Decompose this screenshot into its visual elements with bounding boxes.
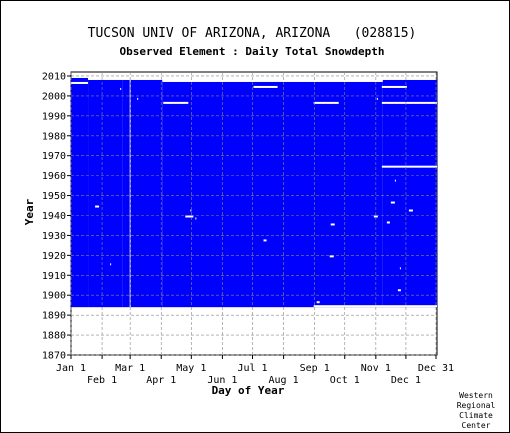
credit-block: Western Regional Climate Center [457,391,496,430]
y-tick-label-10: 1970 [42,151,66,162]
credit-line-4: Center [462,421,491,430]
y-tick-label-9: 1960 [42,171,66,182]
x-tick-label-bottom-4: Oct 1 [330,375,360,386]
x-axis-label: Day of Year [212,384,285,397]
missing-run-9 [381,165,437,168]
data-block-2 [122,79,163,308]
y-tick-label-8: 1950 [42,191,66,202]
credit-line-2: Regional [457,401,496,410]
missing-run-15 [185,215,194,218]
missing-run-17 [195,217,197,220]
y-tick-label-4: 1910 [42,271,66,282]
missing-run-26 [313,305,437,308]
credit-line-1: Western [459,391,493,400]
data-block-3 [162,81,383,308]
y-axis-label: Year [23,198,36,225]
y-tick-label-12: 1990 [42,111,66,122]
y-tick-label-1: 1880 [42,331,66,342]
chart-subtitle: Observed Element : Daily Total Snowdepth [120,45,385,58]
x-tick-label-bottom-5: Dec 1 [391,375,421,386]
missing-run-6 [137,97,139,100]
y-tick-label-11: 1980 [42,131,66,142]
x-tick-label-bottom-1: Apr 1 [146,375,176,386]
x-tick-label-bottom-3: Aug 1 [269,375,299,386]
data-area [71,77,437,308]
y-tick-label-13: 2000 [42,91,66,102]
missing-run-22 [110,263,112,266]
y-tick-label-0: 1870 [42,351,66,362]
credit-line-3: Climate [459,411,493,420]
missing-run-25 [316,301,320,304]
x-tick-label-top-1: Mar 1 [115,363,145,374]
missing-run-23 [399,267,401,270]
missing-run-5 [381,101,437,104]
data-block-0 [71,77,89,308]
missing-run-21 [329,255,334,258]
missing-run-2 [381,85,407,88]
missing-run-20 [263,239,267,242]
data-block-4 [382,79,437,308]
tick-labels: 1870 1880 1890 1900 1910 1920 1930 1940 1950 1960… [42,71,454,386]
missing-run-13 [408,209,413,212]
x-tick-label-top-2: May 1 [176,363,206,374]
missing-run-14 [190,209,192,212]
data-block-1 [88,79,123,308]
chart-title: TUCSON UNIV OF ARIZONA, ARIZONA (028815) [88,26,417,41]
y-tick-label-3: 1900 [42,291,66,302]
missing-run-24 [397,289,401,292]
missing-run-4 [313,101,339,104]
x-tick-label-top-4: Sep 1 [300,363,330,374]
missing-run-16 [373,215,378,218]
missing-run-19 [330,223,335,226]
missing-run-7 [120,87,122,90]
grid-lines [67,72,437,359]
x-tick-label-bottom-2: Jun 1 [207,375,237,386]
missing-run-8 [376,97,378,100]
missing-run-12 [95,205,100,208]
x-tick-label-top-0: Jan 1 [56,363,86,374]
y-tick-label-14: 2010 [42,71,66,82]
y-tick-label-2: 1890 [42,311,66,322]
x-tick-label-bottom-0: Feb 1 [87,375,117,386]
missing-run-11 [390,201,395,204]
y-tick-label-6: 1930 [42,231,66,242]
missing-run-18 [386,221,390,224]
missing-run-10 [394,179,396,182]
y-tick-label-7: 1940 [42,211,66,222]
y-tick-label-5: 1920 [42,251,66,262]
x-tick-label-top-5: Nov 1 [361,363,391,374]
missing-run-3 [163,101,189,104]
x-tick-label-top-3: Jul 1 [237,363,267,374]
x-tick-label-top-6: Dec 31 [418,363,454,374]
missing-run-1 [253,85,278,88]
missing-run-0 [71,81,89,84]
